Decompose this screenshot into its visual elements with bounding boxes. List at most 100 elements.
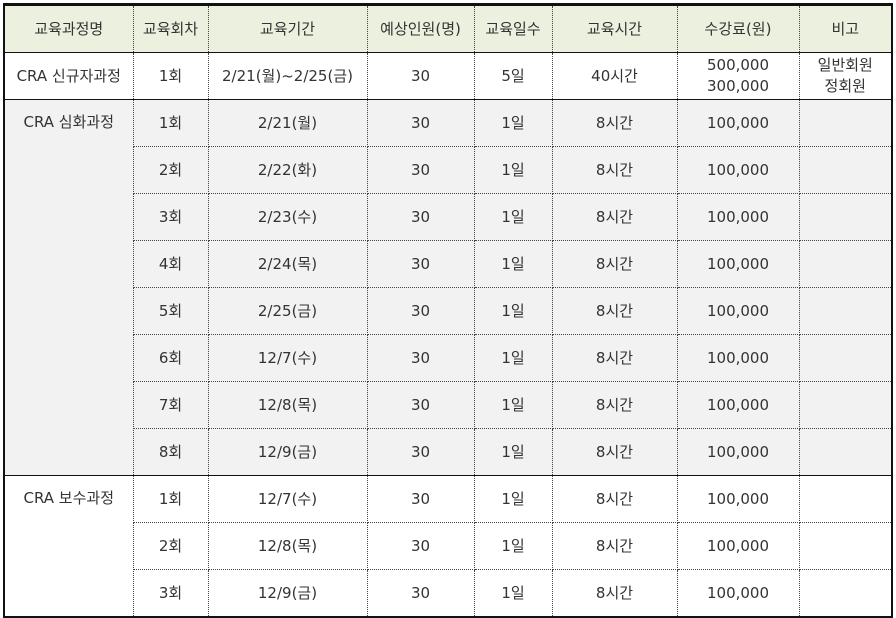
days-cell: 1일 xyxy=(473,381,553,429)
days-cell: 1일 xyxy=(473,240,553,288)
period-cell: 2/23(수) xyxy=(207,193,368,241)
period-cell: 12/9(금) xyxy=(207,569,368,618)
hours-cell: 8시간 xyxy=(551,99,678,147)
count-cell: 30 xyxy=(366,240,475,288)
round-cell: 3회 xyxy=(132,193,209,241)
note-cell xyxy=(798,334,893,382)
column-header: 교육회차 xyxy=(132,3,209,53)
fee-value: 100,000 xyxy=(706,489,770,508)
table-row: 3회 12/9(금) 30 1일 8시간 100,000 xyxy=(4,569,893,618)
table-row: 6회 12/7(수) 30 1일 8시간 100,000 xyxy=(4,334,893,382)
table-row: 3회 2/23(수) 30 1일 8시간 100,000 xyxy=(4,193,893,241)
note-cell xyxy=(798,146,893,194)
round-cell: 5회 xyxy=(132,287,209,335)
note-cell xyxy=(798,193,893,241)
note-value: 정회원 xyxy=(824,77,866,95)
days-cell: 1일 xyxy=(473,287,553,335)
table-row: 5회 2/25(금) 30 1일 8시간 100,000 xyxy=(4,287,893,335)
count-cell: 30 xyxy=(366,381,475,429)
fee-cell: 100,000 xyxy=(676,99,800,147)
course-name-cell: CRA 보수과정 xyxy=(3,475,134,618)
table-row: 2회 2/22(화) 30 1일 8시간 100,000 xyxy=(4,146,893,194)
column-header: 비고 xyxy=(798,3,893,53)
count-cell: 30 xyxy=(366,99,475,147)
note-cell xyxy=(798,569,893,618)
hours-cell: 8시간 xyxy=(551,287,678,335)
period-cell: 12/9(금) xyxy=(207,428,368,476)
table-row: 2회 12/8(목) 30 1일 8시간 100,000 xyxy=(4,522,893,570)
hours-cell: 8시간 xyxy=(551,193,678,241)
note-cell xyxy=(798,287,893,335)
note-cell xyxy=(798,522,893,570)
column-header: 예상인원(명) xyxy=(366,3,475,53)
fee-value: 100,000 xyxy=(706,536,770,555)
fee-value: 100,000 xyxy=(706,113,770,132)
period-cell: 2/22(화) xyxy=(207,146,368,194)
count-cell: 30 xyxy=(366,569,475,618)
fee-value: 100,000 xyxy=(706,583,770,602)
count-cell: 30 xyxy=(366,287,475,335)
period-cell: 2/24(목) xyxy=(207,240,368,288)
count-cell: 30 xyxy=(366,522,475,570)
note-cell xyxy=(798,240,893,288)
note-cell xyxy=(798,381,893,429)
header-row: 교육과정명 교육회차 교육기간 예상인원(명) 교육일수 교육시간 수강료(원) 비고 xyxy=(3,3,893,53)
fee-cell: 100,000 xyxy=(676,522,800,570)
fee-value: 100,000 xyxy=(706,395,770,414)
fee-cell: 100,000 xyxy=(676,381,800,429)
hours-cell: 8시간 xyxy=(551,240,678,288)
column-header: 교육과정명 xyxy=(3,3,134,53)
hours-cell: 8시간 xyxy=(551,381,678,429)
hours-cell: 8시간 xyxy=(551,569,678,618)
days-cell: 1일 xyxy=(473,428,553,476)
course-schedule-table: 교육과정명 교육회차 교육기간 예상인원(명) 교육일수 교육시간 수강료(원) 비고 CRA… xyxy=(3,3,893,618)
note-cell xyxy=(798,475,893,523)
round-cell: 6회 xyxy=(132,334,209,382)
course-name-cell: CRA 신규자과정 xyxy=(3,52,134,100)
table-row: 8회 12/9(금) 30 1일 8시간 100,000 xyxy=(4,428,893,476)
round-cell: 4회 xyxy=(132,240,209,288)
note-value: 일반회원 xyxy=(817,56,873,74)
fee-cell: 100,000 xyxy=(676,569,800,618)
days-cell: 1일 xyxy=(473,522,553,570)
hours-cell: 8시간 xyxy=(551,334,678,382)
period-cell: 2/25(금) xyxy=(207,287,368,335)
note-cell xyxy=(798,428,893,476)
days-cell: 1일 xyxy=(473,193,553,241)
fee-value: 100,000 xyxy=(706,348,770,367)
round-cell: 3회 xyxy=(132,569,209,618)
table-row: CRA 신규자과정 1회 2/21(월)~2/25(금) 30 5일 40시간 500,00… xyxy=(3,52,893,100)
days-cell: 1일 xyxy=(473,146,553,194)
fee-value: 100,000 xyxy=(706,160,770,179)
days-cell: 1일 xyxy=(473,569,553,618)
days-cell: 1일 xyxy=(473,475,553,523)
fee-cell: 100,000 xyxy=(676,428,800,476)
hours-cell: 40시간 xyxy=(551,52,678,100)
round-cell: 2회 xyxy=(132,522,209,570)
fee-cell: 100,000 xyxy=(676,240,800,288)
count-cell: 30 xyxy=(366,475,475,523)
period-cell: 12/8(목) xyxy=(207,381,368,429)
fee-value: 100,000 xyxy=(706,301,770,320)
fee-cell: 100,000 xyxy=(676,287,800,335)
round-cell: 2회 xyxy=(132,146,209,194)
note-cell xyxy=(798,99,893,147)
round-cell: 1회 xyxy=(132,99,209,147)
days-cell: 5일 xyxy=(473,52,553,100)
table-row: 7회 12/8(목) 30 1일 8시간 100,000 xyxy=(4,381,893,429)
count-cell: 30 xyxy=(366,52,475,100)
period-cell: 12/7(수) xyxy=(207,475,368,523)
fee-value: 300,000 xyxy=(706,77,770,95)
hours-cell: 8시간 xyxy=(551,522,678,570)
round-cell: 7회 xyxy=(132,381,209,429)
table-row: CRA 심화과정 1회 2/21(월) 30 1일 8시간 100,000 xyxy=(3,99,893,476)
days-cell: 1일 xyxy=(473,99,553,147)
hours-cell: 8시간 xyxy=(551,475,678,523)
period-cell: 2/21(월) xyxy=(207,99,368,147)
fee-value: 100,000 xyxy=(706,442,770,461)
table-row: CRA 보수과정 1회 12/7(수) 30 1일 8시간 100,000 xyxy=(3,475,893,618)
fee-cell: 100,000 xyxy=(676,334,800,382)
column-header: 수강료(원) xyxy=(676,3,800,53)
round-cell: 8회 xyxy=(132,428,209,476)
